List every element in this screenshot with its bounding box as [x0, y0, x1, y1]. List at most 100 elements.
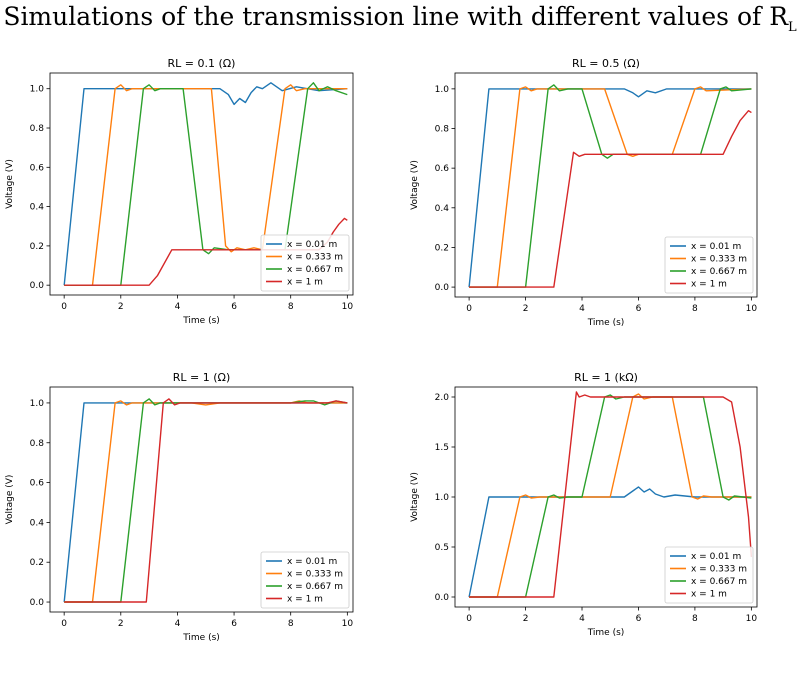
y-tick-label: 2.0	[435, 393, 450, 403]
page-title-text: Simulations of the transmission line wit…	[3, 2, 789, 31]
legend-box	[260, 551, 350, 609]
y-tick-label: 1.5	[435, 443, 449, 453]
y-tick-label: 0.5	[435, 543, 449, 553]
legend-label-2: x = 0.333 m	[287, 253, 343, 263]
y-tick-label: 1.0	[30, 399, 45, 409]
legend-box	[664, 546, 754, 604]
series-line-4	[469, 391, 753, 598]
y-tick-label: 0.4	[30, 518, 45, 528]
page-title: Simulations of the transmission line wit…	[0, 2, 800, 35]
legend-label-1: x = 0.01 m	[287, 557, 337, 567]
x-tick-label: 0	[466, 614, 472, 624]
y-tick-label: 0.2	[30, 558, 44, 568]
legend-label-4: x = 1 m	[287, 595, 323, 605]
x-axis-label: Time (s)	[182, 316, 220, 326]
series-line-4	[469, 109, 752, 288]
x-axis-label: Time (s)	[587, 318, 625, 328]
chart-panel-rl-1-kohm: RL = 1 (kΩ) 0 2 4 6 8 10 0.0 0.5 1.0 1.5 2.0 Time (s…	[400, 362, 800, 685]
x-tick-label: 4	[175, 302, 181, 312]
page-title-subscript: L	[788, 20, 797, 35]
legend-label-3: x = 0.667 m	[287, 265, 343, 275]
plot-frame	[49, 72, 354, 296]
chart-rl-1-kohm: RL = 1 (kΩ) 0 2 4 6 8 10 0.0 0.5 1.0 1.5 2.0 Time (s…	[410, 371, 758, 638]
y-tick-label: 0.0	[30, 598, 45, 608]
y-tick-label: 0.2	[30, 242, 44, 252]
series-line-1	[63, 82, 348, 286]
chart-title: RL = 0.5 (Ω)	[572, 57, 640, 70]
y-tick-label: 0.0	[435, 593, 450, 603]
y-tick-label: 0.8	[30, 439, 45, 449]
x-tick-label: 2	[118, 619, 124, 629]
chart-rl-1-ohm: RL = 1 (Ω) 0 2 4 6 8 10 0.0 0.2 0.4 0.6 0.8 1.0 Time …	[5, 371, 354, 643]
x-tick-label: 2	[118, 302, 124, 312]
legend-label-3: x = 0.667 m	[691, 267, 747, 277]
x-tick-label: 8	[288, 619, 294, 629]
x-axis-label: Time (s)	[182, 633, 220, 643]
y-axis-label: Voltage (V)	[410, 160, 420, 210]
y-tick-label: 1.0	[435, 85, 450, 95]
y-tick-label: 0.8	[30, 124, 45, 134]
y-tick-label: 0.6	[30, 479, 45, 489]
x-tick-label: 4	[579, 614, 585, 624]
y-tick-label: 1.0	[30, 85, 45, 95]
chart-panel-rl-1-ohm: RL = 1 (Ω) 0 2 4 6 8 10 0.0 0.2 0.4 0.6 0.8 1.0 Time …	[0, 362, 400, 685]
legend-label-4: x = 1 m	[691, 280, 727, 290]
x-tick-label: 10	[746, 614, 758, 624]
x-tick-label: 8	[692, 614, 698, 624]
series-line-2	[469, 393, 752, 598]
y-tick-label: 0.8	[435, 125, 450, 135]
x-tick-label: 8	[692, 304, 698, 314]
y-tick-label: 1.0	[435, 493, 450, 503]
x-tick-label: 6	[231, 302, 237, 312]
legend-box	[260, 234, 350, 292]
y-axis-label: Voltage (V)	[5, 159, 15, 209]
x-tick-label: 10	[342, 302, 354, 312]
x-axis-label: Time (s)	[587, 628, 625, 638]
series-line-3	[469, 84, 752, 288]
x-tick-label: 2	[523, 304, 529, 314]
legend-label-1: x = 0.01 m	[691, 242, 741, 252]
legend-label-4: x = 1 m	[287, 278, 323, 288]
legend-label-1: x = 0.01 m	[287, 240, 337, 250]
y-axis-label: Voltage (V)	[5, 475, 15, 525]
x-tick-label: 6	[636, 614, 642, 624]
series-line-3	[469, 394, 752, 598]
x-tick-label: 0	[61, 619, 67, 629]
x-tick-label: 6	[231, 619, 237, 629]
legend-label-2: x = 0.333 m	[691, 255, 747, 265]
x-tick-label: 0	[61, 302, 67, 312]
y-axis-label: Voltage (V)	[410, 472, 420, 522]
legend-box	[664, 236, 754, 294]
chart-title: RL = 1 (Ω)	[173, 371, 230, 384]
x-tick-label: 10	[746, 304, 758, 314]
y-tick-label: 0.0	[435, 283, 450, 293]
chart-panel-rl-0-1: RL = 0.1 (Ω) 0 2 4 6 8 10 0.0 0.2 0.4 0.6 0.8 1.0 Tim…	[0, 45, 400, 368]
legend-label-2: x = 0.333 m	[691, 565, 747, 575]
y-tick-label: 0.4	[435, 204, 450, 214]
x-tick-label: 10	[342, 619, 354, 629]
x-tick-label: 4	[175, 619, 181, 629]
y-tick-label: 0.0	[30, 281, 45, 291]
series-line-3	[64, 82, 348, 286]
y-tick-label: 0.6	[30, 163, 45, 173]
chart-rl-0-5: RL = 0.5 (Ω) 0 2 4 6 8 10 0.0 0.2 0.4 0.6 0.8 1.0 Tim…	[410, 57, 758, 328]
x-tick-label: 0	[466, 304, 472, 314]
y-tick-label: 0.2	[435, 243, 449, 253]
legend-label-3: x = 0.667 m	[691, 577, 747, 587]
x-tick-label: 6	[636, 304, 642, 314]
x-tick-label: 4	[579, 304, 585, 314]
series-line-4	[64, 398, 348, 603]
x-tick-label: 2	[523, 614, 529, 624]
legend-label-1: x = 0.01 m	[691, 552, 741, 562]
y-tick-label: 0.4	[30, 203, 45, 213]
legend-label-2: x = 0.333 m	[287, 570, 343, 580]
x-tick-label: 8	[288, 302, 294, 312]
plot-frame	[454, 72, 758, 298]
plot-frame	[49, 386, 354, 613]
legend-label-3: x = 0.667 m	[287, 582, 343, 592]
legend-label-4: x = 1 m	[691, 590, 727, 600]
chart-title: RL = 1 (kΩ)	[574, 371, 638, 384]
chart-panel-rl-0-5: RL = 0.5 (Ω) 0 2 4 6 8 10 0.0 0.2 0.4 0.6 0.8 1.0 Tim…	[400, 45, 800, 368]
chart-rl-0-1: RL = 0.1 (Ω) 0 2 4 6 8 10 0.0 0.2 0.4 0.6 0.8 1.0 Tim…	[5, 57, 354, 326]
y-tick-label: 0.6	[435, 164, 450, 174]
